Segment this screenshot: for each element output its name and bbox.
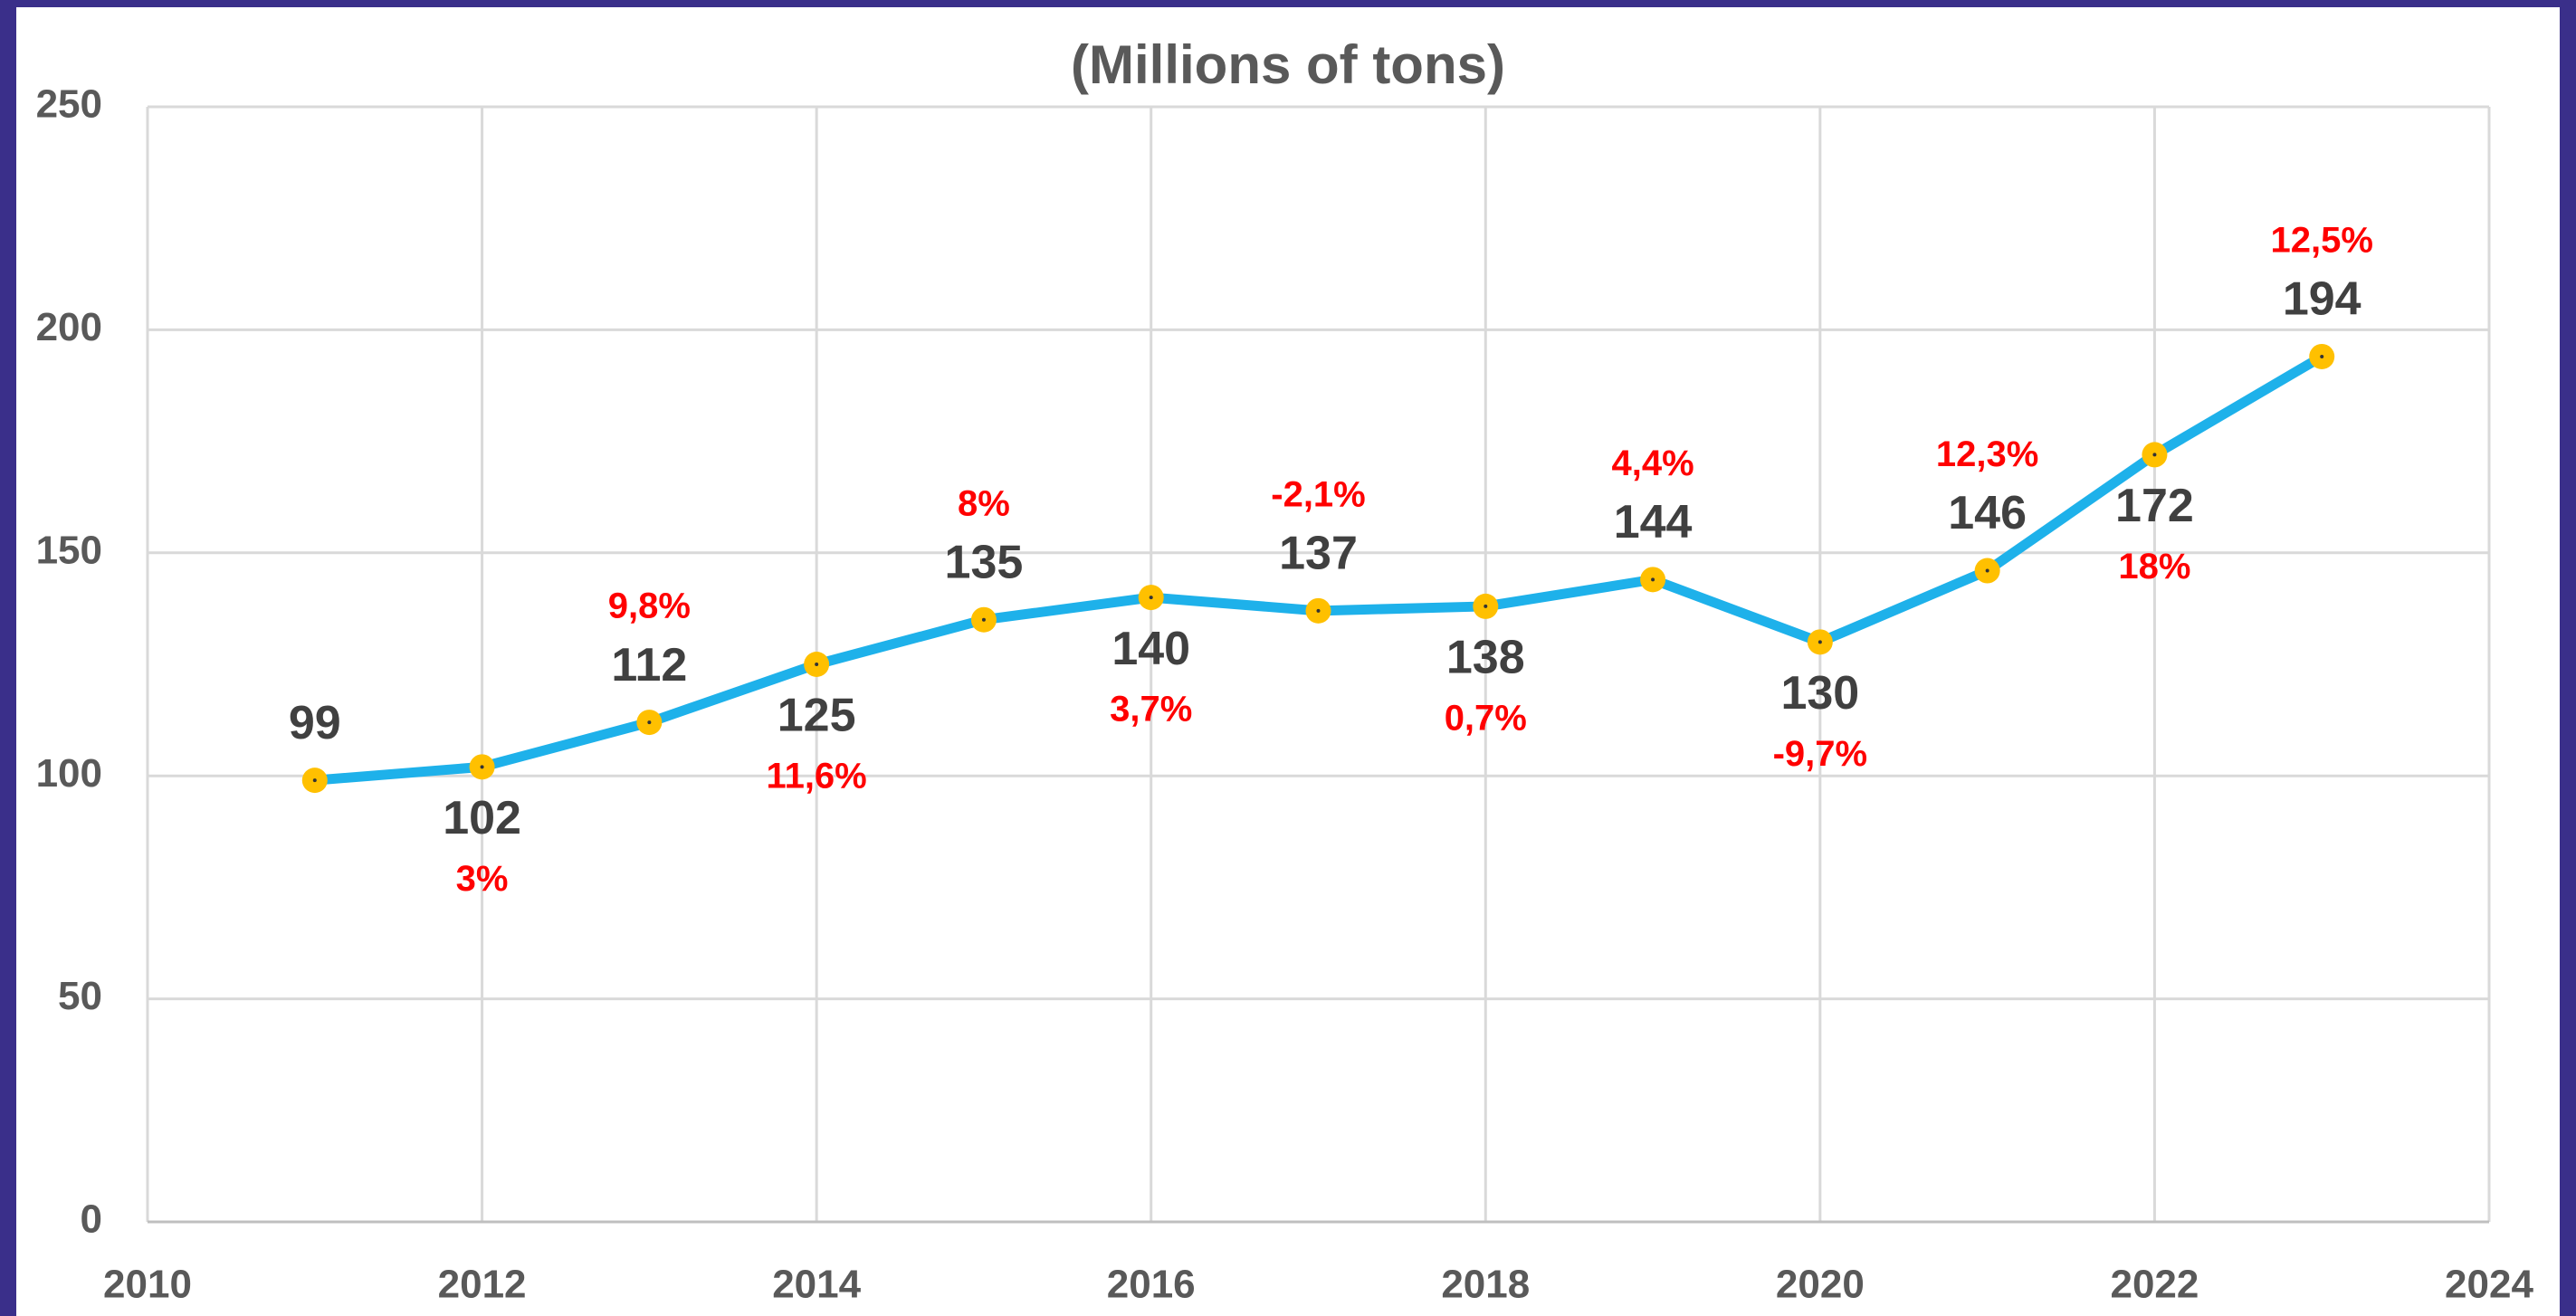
marker-dot <box>981 617 986 622</box>
growth-label: -2,1% <box>1271 474 1366 514</box>
x-tick-label: 2012 <box>438 1263 527 1307</box>
x-tick-label: 2016 <box>1107 1263 1196 1307</box>
data-label: 194 <box>2283 273 2361 326</box>
data-label: 102 <box>443 792 521 844</box>
y-tick-label: 250 <box>36 82 102 127</box>
growth-label: 12,3% <box>1936 434 2038 474</box>
marker-dot <box>1149 596 1153 600</box>
marker-dot <box>1484 604 1488 608</box>
y-tick-label: 50 <box>58 974 102 1018</box>
data-label: 146 <box>1948 487 2027 539</box>
x-tick-label: 2022 <box>2110 1263 2199 1307</box>
growth-label: 18% <box>2118 547 2190 586</box>
data-label: 99 <box>289 697 341 749</box>
marker-dot <box>2152 453 2157 457</box>
chart-area <box>16 7 2560 1316</box>
chart-title: (Millions of tons) <box>1071 34 1505 95</box>
data-label: 125 <box>778 690 856 742</box>
data-label: 172 <box>2115 480 2194 532</box>
growth-label: 0,7% <box>1445 698 1527 738</box>
growth-label: 9,8% <box>608 586 691 626</box>
marker-dot <box>312 778 317 783</box>
data-label: 138 <box>1446 632 1525 684</box>
marker-dot <box>1818 640 1822 644</box>
growth-label: 11,6% <box>767 757 867 796</box>
data-label: 112 <box>611 639 687 691</box>
y-tick-label: 100 <box>36 751 102 796</box>
data-label: 144 <box>1614 496 1693 548</box>
growth-label: 12,5% <box>2271 221 2373 261</box>
marker-dot <box>480 765 484 769</box>
marker-dot <box>2320 354 2324 358</box>
y-tick-label: 200 <box>36 305 102 349</box>
growth-label: 3,7% <box>1110 690 1192 730</box>
x-tick-label: 2024 <box>2445 1263 2533 1307</box>
x-tick-label: 2018 <box>1441 1263 1530 1307</box>
x-tick-label: 2020 <box>1776 1263 1865 1307</box>
growth-label: 3% <box>456 859 509 899</box>
marker-dot <box>1316 608 1321 613</box>
x-tick-label: 2010 <box>103 1263 192 1307</box>
marker-dot <box>1651 577 1655 582</box>
data-label: 140 <box>1111 623 1190 675</box>
marker-dot <box>647 720 652 725</box>
y-tick-label: 0 <box>81 1197 102 1242</box>
growth-label: 4,4% <box>1611 443 1693 483</box>
growth-label: -9,7% <box>1773 734 1868 774</box>
data-label: 130 <box>1780 667 1859 720</box>
marker-dot <box>1985 568 1989 573</box>
data-label: 137 <box>1279 528 1358 580</box>
y-tick-label: 150 <box>36 528 102 572</box>
data-label: 135 <box>945 536 1024 588</box>
x-tick-label: 2014 <box>772 1263 861 1307</box>
marker-dot <box>815 663 819 666</box>
growth-label: 8% <box>958 483 1010 523</box>
